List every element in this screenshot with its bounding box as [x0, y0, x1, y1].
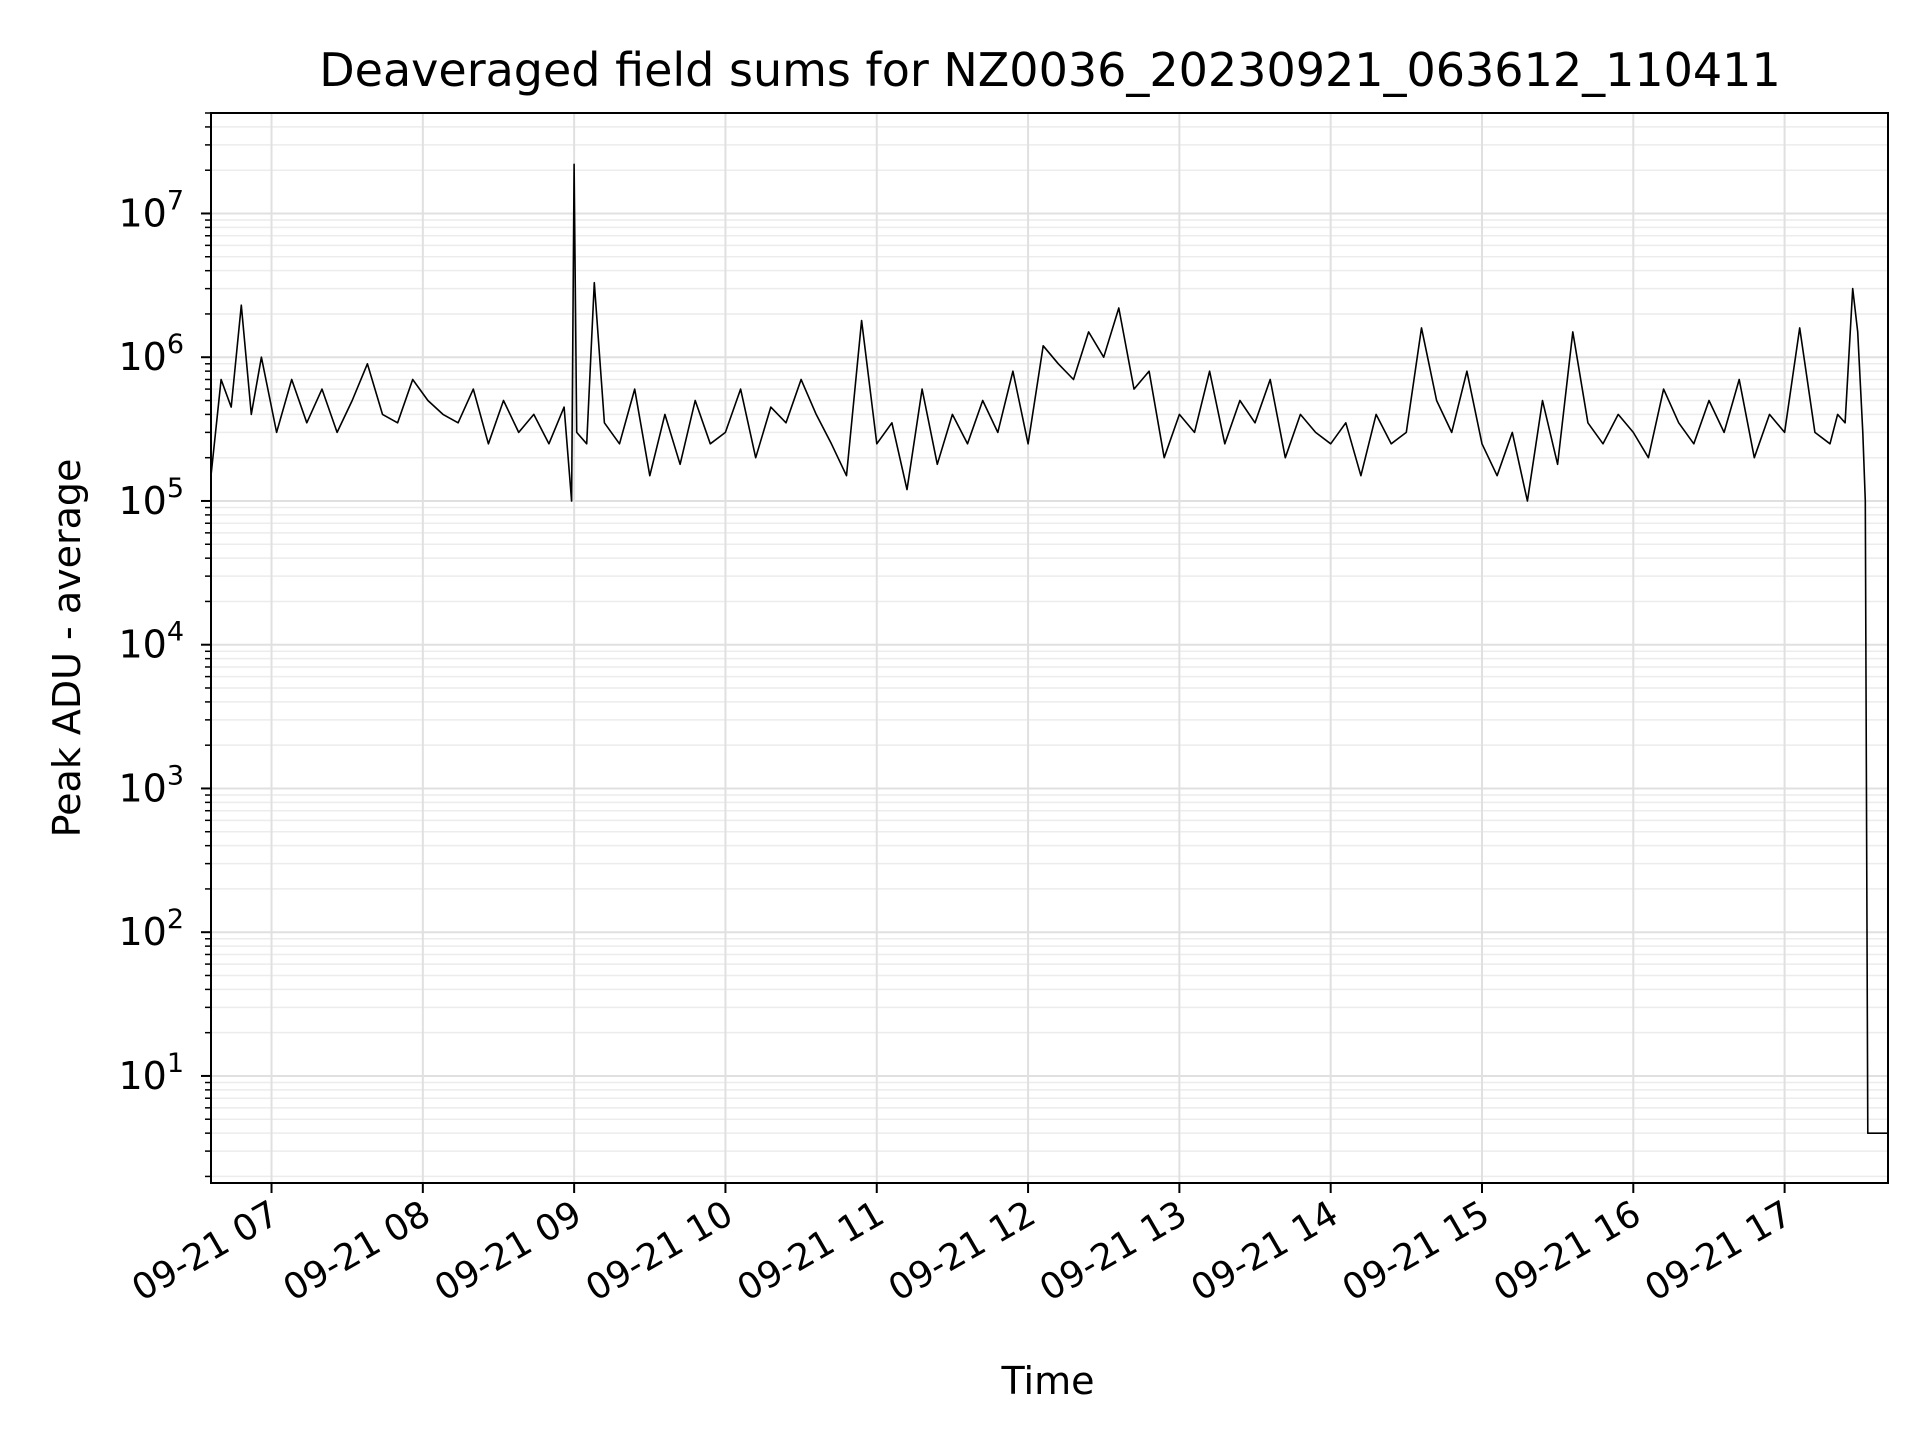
y-tick-label: 101 [118, 1048, 184, 1098]
y-tick-label: 107 [118, 185, 184, 235]
y-tick-label: 102 [118, 904, 184, 954]
y-axis: 101 102 103 104 105 106 107 [118, 112, 211, 1178]
y-tick-label: 105 [118, 473, 184, 523]
x-axis-label: Time [1001, 1359, 1095, 1403]
chart-title: Deaveraged field sums for NZ0036_2023092… [319, 43, 1780, 97]
y-tick-label: 103 [118, 760, 184, 810]
plot-frame [210, 112, 1889, 1184]
series-line [210, 163, 1888, 1134]
series-layer [210, 163, 1888, 1134]
minor-gridlines [211, 112, 1888, 1178]
y-axis-label: Peak ADU - average [45, 459, 89, 838]
major-gridlines [211, 113, 1888, 1183]
y-tick-label: 106 [118, 329, 184, 379]
y-tick-label: 104 [118, 617, 184, 667]
